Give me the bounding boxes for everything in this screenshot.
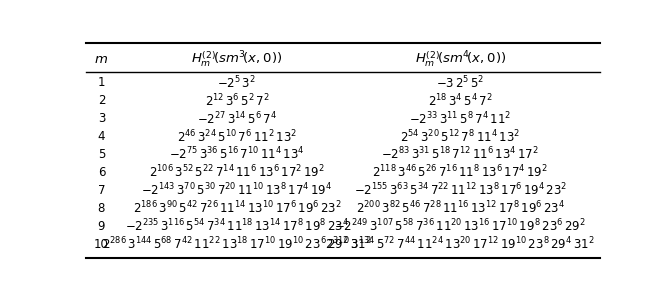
Text: 10: 10 — [94, 238, 109, 250]
Text: 2: 2 — [98, 94, 105, 107]
Text: 7: 7 — [98, 184, 105, 197]
Text: $2^{200}\, 3^{82}\, 5^{46}\, 7^{28}\, 11^{16}\, 13^{12}\, 17^8\, 19^6\, 23^4$: $2^{200}\, 3^{82}\, 5^{46}\, 7^{28}\, 11… — [356, 200, 565, 217]
Text: 9: 9 — [98, 220, 105, 233]
Text: $-2^{155}\, 3^{63}\, 5^{34}\, 7^{22}\, 11^{12}\, 13^8\, 17^6\, 19^4\, 23^2$: $-2^{155}\, 3^{63}\, 5^{34}\, 7^{22}\, 1… — [354, 182, 567, 199]
Text: $-2^{75}\, 3^{36}\, 5^{16}\, 7^{10}\, 11^4\, 13^4$: $-2^{75}\, 3^{36}\, 5^{16}\, 7^{10}\, 11… — [169, 146, 305, 163]
Text: 4: 4 — [98, 130, 105, 143]
Text: $2^{12}\, 3^6\, 5^2\, 7^2$: $2^{12}\, 3^6\, 5^2\, 7^2$ — [204, 92, 269, 109]
Text: $2^{18}\, 3^4\, 5^4\, 7^2$: $2^{18}\, 3^4\, 5^4\, 7^2$ — [428, 92, 492, 109]
Text: $H_m^{(2)}\!\left(\mathit{sm}^4\!\left(x,0\right)\right)$: $H_m^{(2)}\!\left(\mathit{sm}^4\!\left(x… — [415, 49, 506, 69]
Text: $-2^{27}\, 3^{14}\, 5^6\, 7^4$: $-2^{27}\, 3^{14}\, 5^6\, 7^4$ — [197, 110, 277, 127]
Text: $2^{46}\, 3^{24}\, 5^{10}\, 7^6\, 11^2\, 13^2$: $2^{46}\, 3^{24}\, 5^{10}\, 7^6\, 11^2\,… — [177, 128, 297, 145]
Text: 5: 5 — [98, 148, 105, 161]
Text: $2^{286}\, 3^{144}\, 5^{68}\, 7^{42}\, 11^{22}\, 13^{18}\, 17^{10}\, 19^{10}\, 2: $2^{286}\, 3^{144}\, 5^{68}\, 7^{42}\, 1… — [102, 236, 372, 252]
Text: $2^{54}\, 3^{20}\, 5^{12}\, 7^8\, 11^4\, 13^2$: $2^{54}\, 3^{20}\, 5^{12}\, 7^8\, 11^4\,… — [400, 128, 521, 145]
Text: 3: 3 — [98, 112, 105, 125]
Text: $-2^{235}\, 3^{116}\, 5^{54}\, 7^{34}\, 11^{18}\, 13^{14}\, 17^8\, 19^8\, 23^4$: $-2^{235}\, 3^{116}\, 5^{54}\, 7^{34}\, … — [125, 218, 349, 234]
Text: 1: 1 — [98, 76, 105, 89]
Text: $-2^{83}\, 3^{31}\, 5^{18}\, 7^{12}\, 11^6\, 13^4\, 17^2$: $-2^{83}\, 3^{31}\, 5^{18}\, 7^{12}\, 11… — [381, 146, 539, 163]
Text: $-3\, 2^5\, 5^2$: $-3\, 2^5\, 5^2$ — [436, 74, 484, 91]
Text: $2^{310}\, 3^{134}\, 5^{72}\, 7^{44}\, 11^{24}\, 13^{20}\, 17^{12}\, 19^{10}\, 2: $2^{310}\, 3^{134}\, 5^{72}\, 7^{44}\, 1… — [326, 236, 595, 252]
Text: $2^{118}\, 3^{46}\, 5^{26}\, 7^{16}\, 11^8\, 13^6\, 17^4\, 19^2$: $2^{118}\, 3^{46}\, 5^{26}\, 7^{16}\, 11… — [373, 164, 548, 181]
Text: $-2^5\, 3^2$: $-2^5\, 3^2$ — [218, 74, 257, 91]
Text: $H_m^{(2)}\!\left(\mathit{sm}^3\!\left(x,0\right)\right)$: $H_m^{(2)}\!\left(\mathit{sm}^3\!\left(x… — [192, 49, 283, 69]
Text: 6: 6 — [98, 166, 105, 179]
Text: $2^{186}\, 3^{90}\, 5^{42}\, 7^{26}\, 11^{14}\, 13^{10}\, 17^6\, 19^6\, 23^2$: $2^{186}\, 3^{90}\, 5^{42}\, 7^{26}\, 11… — [133, 200, 341, 217]
Text: $2^{106}\, 3^{52}\, 5^{22}\, 7^{14}\, 11^6\, 13^6\, 17^2\, 19^2$: $2^{106}\, 3^{52}\, 5^{22}\, 7^{14}\, 11… — [149, 164, 325, 181]
Text: $-2^{249}\, 3^{107}\, 5^{58}\, 7^{36}\, 11^{20}\, 13^{16}\, 17^{10}\, 19^8\, 23^: $-2^{249}\, 3^{107}\, 5^{58}\, 7^{36}\, … — [334, 218, 586, 234]
Text: $-2^{143}\, 3^{70}\, 5^{30}\, 7^{20}\, 11^{10}\, 13^8\, 17^4\, 19^4$: $-2^{143}\, 3^{70}\, 5^{30}\, 7^{20}\, 1… — [141, 182, 332, 199]
Text: $-2^{33}\, 3^{11}\, 5^8\, 7^4\, 11^2$: $-2^{33}\, 3^{11}\, 5^8\, 7^4\, 11^2$ — [409, 110, 511, 127]
Text: $\mathit{m}$: $\mathit{m}$ — [94, 53, 109, 66]
Text: 8: 8 — [98, 202, 105, 215]
